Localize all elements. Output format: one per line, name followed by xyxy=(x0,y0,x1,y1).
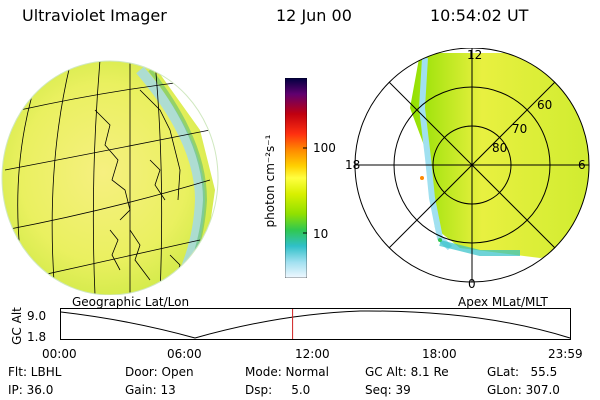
colorbar-tick-100: 100 xyxy=(313,141,336,155)
colorbar xyxy=(285,78,307,278)
geographic-image xyxy=(1,60,219,295)
mlat-label-70: 70 xyxy=(512,122,528,136)
mlt-label-6: 6 xyxy=(578,158,586,172)
seq-info: Seq: 39 xyxy=(365,383,411,397)
colorbar-unit-label: photon cm⁻²s⁻¹ xyxy=(263,134,277,228)
mlt-label-18: 18 xyxy=(345,158,361,172)
mlat-label-80: 80 xyxy=(492,141,508,155)
mlt-label-12: 12 xyxy=(467,48,483,62)
dsp-info: Dsp: 5.0 xyxy=(245,383,311,397)
gain-info: Gain: 13 xyxy=(125,383,176,397)
colorbar-tick-10: 10 xyxy=(313,227,329,241)
apex-polar-plot xyxy=(354,48,590,283)
time-label: 10:54:02 UT xyxy=(430,6,529,25)
mlt-label-0: 0 xyxy=(468,277,476,291)
date-label: 12 Jun 00 xyxy=(276,6,352,25)
door-info: Door: Open xyxy=(125,365,194,379)
gc-alt-info: GC Alt: 8.1 Re xyxy=(365,365,449,379)
timeline-plot xyxy=(60,308,571,340)
timeline-xtick-0000: 00:00 xyxy=(42,347,77,361)
app-title: Ultraviolet Imager xyxy=(22,6,167,25)
glon-info: GLon: 307.0 xyxy=(487,383,560,397)
glat-info: GLat: 55.5 xyxy=(487,365,558,379)
filter-info: Flt: LBHL xyxy=(8,365,62,379)
timeline-xtick-1200: 12:00 xyxy=(295,347,330,361)
timeline-xtick-2359: 23:59 xyxy=(548,347,583,361)
geographic-caption: Geographic Lat/Lon xyxy=(72,295,190,309)
apex-caption: Apex MLat/MLT xyxy=(458,295,548,309)
timeline-ytick-max: 9.0 xyxy=(27,309,47,323)
timeline-xtick-1800: 18:00 xyxy=(422,347,457,361)
mode-info: Mode: Normal xyxy=(245,365,329,379)
timeline-xtick-0600: 06:00 xyxy=(167,347,202,361)
ip-info: IP: 36.0 xyxy=(8,383,54,397)
timeline-ytick-min: 1.8 xyxy=(27,330,47,344)
mlat-label-60: 60 xyxy=(537,98,553,112)
timeline-axis-label: GC Alt xyxy=(10,307,24,345)
